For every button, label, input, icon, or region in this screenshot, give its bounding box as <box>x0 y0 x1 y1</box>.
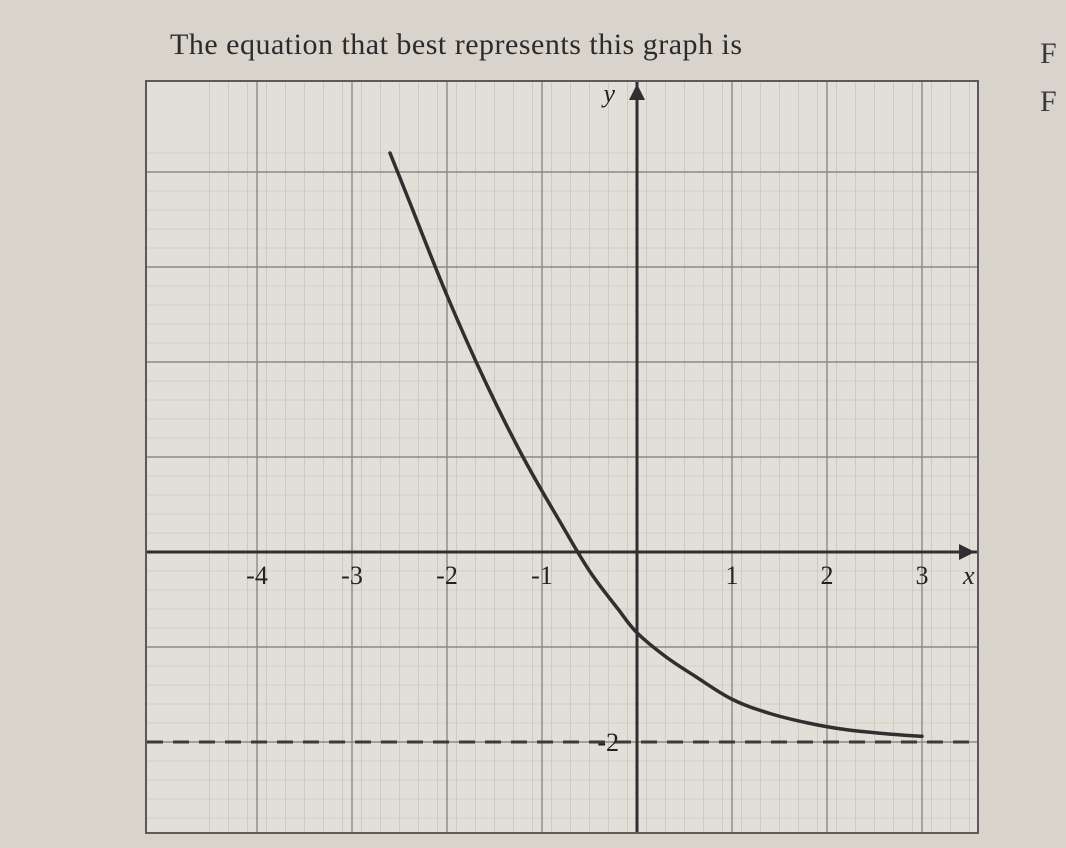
svg-text:3: 3 <box>916 561 929 590</box>
svg-text:-3: -3 <box>341 561 363 590</box>
svg-text:-4: -4 <box>246 561 268 590</box>
svg-text:y: y <box>600 82 615 108</box>
svg-text:-2: -2 <box>436 561 458 590</box>
svg-text:1: 1 <box>726 561 739 590</box>
graph-chart: -4-3-2-11234-2yx <box>145 80 979 834</box>
page-edge-text: F F <box>1040 30 1060 126</box>
svg-text:2: 2 <box>821 561 834 590</box>
graph-svg: -4-3-2-11234-2yx <box>147 82 977 832</box>
svg-text:-2: -2 <box>597 728 619 757</box>
edge-letter: F <box>1040 30 1060 78</box>
edge-letter: F <box>1040 78 1060 126</box>
question-title: The equation that best represents this g… <box>170 28 743 62</box>
svg-text:-1: -1 <box>531 561 553 590</box>
svg-text:x: x <box>962 561 975 590</box>
